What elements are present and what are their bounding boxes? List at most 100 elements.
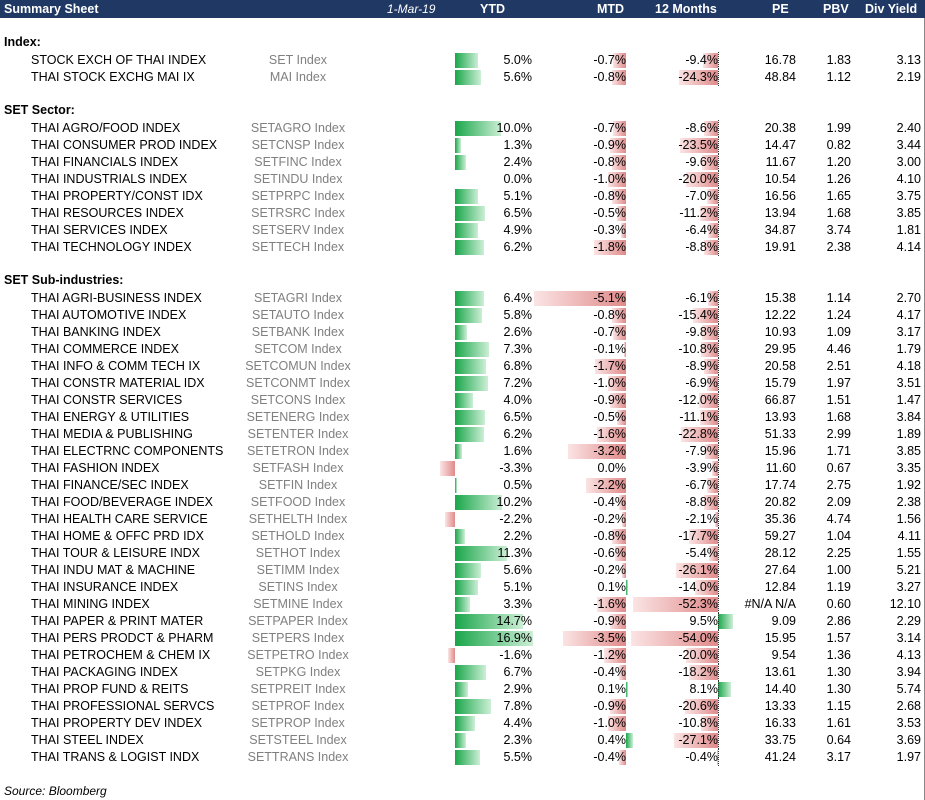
- div-yield-value: 4.14: [896, 240, 921, 254]
- pe-value: 13.94: [764, 206, 796, 220]
- mtd-bar: [617, 206, 626, 221]
- mtd-value: -0.8%: [593, 70, 626, 84]
- m12-axis: [718, 69, 719, 86]
- ytd-bar: [455, 393, 474, 408]
- section-title: SET Sector:: [4, 103, 75, 117]
- pbv-value: 1.83: [826, 53, 851, 67]
- index-ticker: SETFOOD Index: [250, 495, 346, 509]
- m12-value: -27.1%: [678, 733, 718, 747]
- m12-axis: [718, 443, 719, 460]
- table-row: THAI PAPER & PRINT MATER SETPAPER Index 14…: [0, 613, 925, 630]
- pbv-value: 3.74: [826, 223, 851, 237]
- mtd-value: -1.7%: [593, 359, 626, 373]
- index-ticker: SETTRANS Index: [247, 750, 349, 764]
- index-name: THAI ELECTRNC COMPONENTS: [31, 444, 224, 458]
- index-ticker: SETPRPC Index: [251, 189, 345, 203]
- table-row: THAI HEALTH CARE SERVICE SETHELTH Index -2…: [0, 511, 925, 528]
- pbv-value: 3.17: [826, 750, 851, 764]
- mtd-bar: [593, 240, 626, 255]
- table-row: THAI PACKAGING INDEX SETPKG Index 6.7% -0.4…: [0, 664, 925, 681]
- index-ticker: SETHELTH Index: [248, 512, 348, 526]
- m12-value: -17.7%: [678, 529, 718, 543]
- m12-value: -22.8%: [678, 427, 718, 441]
- m12-bar: [699, 206, 718, 221]
- m12-value: -7.9%: [685, 444, 718, 458]
- m12-axis: [718, 681, 719, 698]
- m12-axis: [718, 715, 719, 732]
- pe-value: 15.79: [764, 376, 796, 390]
- pbv-value: 1.04: [826, 529, 851, 543]
- pe-value: 10.93: [764, 325, 796, 339]
- table-row: THAI FOOD/BEVERAGE INDEX SETFOOD Index 10.…: [0, 494, 925, 511]
- m12-axis: [718, 630, 719, 647]
- index-ticker: SETFINC Index: [254, 155, 342, 169]
- m12-bar: [703, 359, 718, 374]
- pe-value: 16.78: [764, 53, 796, 67]
- mtd-bar: [618, 495, 626, 510]
- pbv-value: 2.51: [826, 359, 851, 373]
- pe-value: 48.84: [764, 70, 796, 84]
- m12-bar: [714, 512, 718, 527]
- m12-value: -20.0%: [678, 648, 718, 662]
- div-yield-value: 5.74: [896, 682, 921, 696]
- index-name: THAI PERS PRODCT & PHARM: [31, 631, 214, 645]
- m12-axis: [718, 613, 719, 630]
- index-name: THAI AGRI-BUSINESS INDEX: [31, 291, 202, 305]
- pe-value: 16.33: [764, 716, 796, 730]
- mtd-bar: [613, 121, 626, 136]
- pe-value: 13.61: [764, 665, 796, 679]
- mtd-value: -0.4%: [593, 495, 626, 509]
- ytd-value: 2.9%: [503, 682, 533, 696]
- ytd-value: 5.1%: [503, 189, 533, 203]
- table-row: THAI STEEL INDEX SETSTEEL Index 2.3% 0.4% -2…: [0, 732, 925, 749]
- m12-bar: [706, 189, 718, 204]
- mtd-value: -0.9%: [593, 393, 626, 407]
- index-name: THAI STEEL INDEX: [31, 733, 144, 747]
- ytd-value: 2.2%: [503, 529, 533, 543]
- m12-value: -9.8%: [685, 325, 718, 339]
- index-name: THAI HEALTH CARE SERVICE: [31, 512, 208, 526]
- ytd-value: 0.5%: [503, 478, 533, 492]
- pbv-value: 0.60: [826, 597, 851, 611]
- ytd-value: 11.3%: [497, 546, 532, 560]
- m12-value: -24.3%: [678, 70, 718, 84]
- pbv-value: 1.68: [826, 410, 851, 424]
- pbv-value: 2.09: [826, 495, 851, 509]
- ytd-value: 0.0%: [503, 172, 533, 186]
- pe-value: 59.27: [764, 529, 796, 543]
- index-ticker: SETPREIT Index: [250, 682, 346, 696]
- mtd-bar: [609, 614, 626, 629]
- m12-bar: [717, 750, 718, 765]
- mtd-value: -0.7%: [593, 53, 626, 67]
- index-name: THAI TECHNOLOGY INDEX: [31, 240, 192, 254]
- pbv-value: 0.67: [826, 461, 851, 475]
- mtd-bar: [618, 750, 626, 765]
- m12-value: -8.9%: [685, 359, 718, 373]
- table-row: THAI INFO & COMM TECH IX SETCOMUN Index 6.…: [0, 358, 925, 375]
- index-name: THAI PROPERTY/CONST IDX: [31, 189, 203, 203]
- m12-bar: [689, 529, 718, 544]
- index-ticker: SET Index: [268, 53, 328, 67]
- section-title: SET Sub-industries:: [4, 273, 124, 287]
- m12-value: -6.1%: [685, 291, 718, 305]
- ytd-bar: [455, 597, 471, 612]
- m12-value: -8.6%: [685, 121, 718, 135]
- m12-value: -11.2%: [679, 206, 718, 220]
- m12-bar: [674, 733, 718, 748]
- mtd-value: -1.0%: [593, 716, 626, 730]
- ytd-value: 7.3%: [503, 342, 533, 356]
- mtd-value: -0.3%: [593, 223, 626, 237]
- ytd-bar: [455, 70, 481, 85]
- mtd-value: -1.2%: [593, 648, 626, 662]
- header-row: Summary Sheet 1-Mar-19 YTD MTD 12 Months…: [0, 0, 925, 18]
- div-yield-value: 2.68: [896, 699, 921, 713]
- index-name: THAI FINANCIALS INDEX: [31, 155, 179, 169]
- index-ticker: SETIMM Index: [256, 563, 340, 577]
- pe-value: 15.95: [764, 631, 796, 645]
- m12-bar: [695, 580, 718, 595]
- mtd-value: -0.5%: [593, 410, 626, 424]
- pe-value: 28.12: [764, 546, 796, 560]
- table-row: THAI TOUR & LEISURE INDX SETHOT Index 11.3…: [0, 545, 925, 562]
- ytd-bar: [455, 410, 485, 425]
- mtd-value: -0.4%: [593, 750, 626, 764]
